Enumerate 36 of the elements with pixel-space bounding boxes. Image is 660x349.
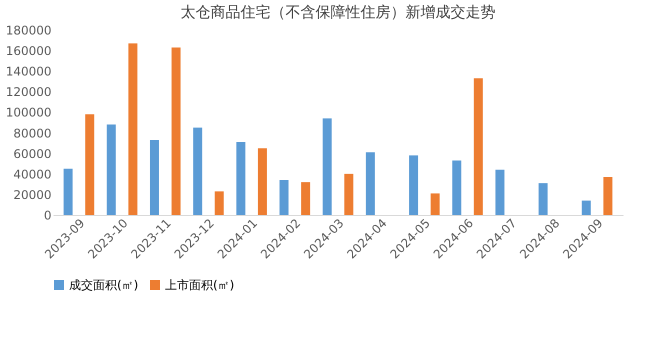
bar — [430, 193, 440, 215]
bar — [474, 78, 483, 215]
bar — [214, 191, 224, 215]
y-tick-label: 180000 — [6, 24, 52, 38]
bar — [128, 43, 138, 215]
y-tick-label: 140000 — [6, 64, 52, 79]
y-tick-label: 100000 — [6, 106, 52, 120]
y-tick-label: 60000 — [13, 146, 52, 161]
legend-label: 成交面积(㎡) — [69, 278, 138, 292]
y-tick-label: 160000 — [6, 44, 52, 58]
bar — [322, 118, 332, 215]
bar — [495, 170, 504, 215]
bar — [193, 128, 202, 215]
bar — [172, 47, 181, 215]
bar — [344, 174, 354, 215]
bar — [106, 124, 116, 215]
bar — [85, 114, 94, 215]
bar — [366, 152, 375, 215]
chart-title: 太仓商品住宅（不含保障性住房）新增成交走势 — [180, 3, 496, 21]
y-tick-label: 20000 — [13, 188, 52, 202]
bar — [150, 140, 159, 215]
y-tick-label: 120000 — [6, 85, 52, 100]
y-tick-label: 0 — [44, 208, 52, 222]
bar — [582, 200, 591, 215]
y-tick-label: 40000 — [13, 167, 52, 182]
y-tick-label: 80000 — [13, 126, 52, 140]
bar — [301, 182, 310, 215]
bar — [409, 155, 418, 215]
bar — [258, 148, 267, 215]
bar — [280, 180, 289, 215]
bar — [538, 183, 548, 215]
bar — [603, 176, 612, 215]
bar — [452, 160, 462, 215]
bar — [236, 142, 246, 215]
bar — [64, 168, 73, 215]
legend-label: 上市面积(㎡) — [165, 278, 234, 292]
